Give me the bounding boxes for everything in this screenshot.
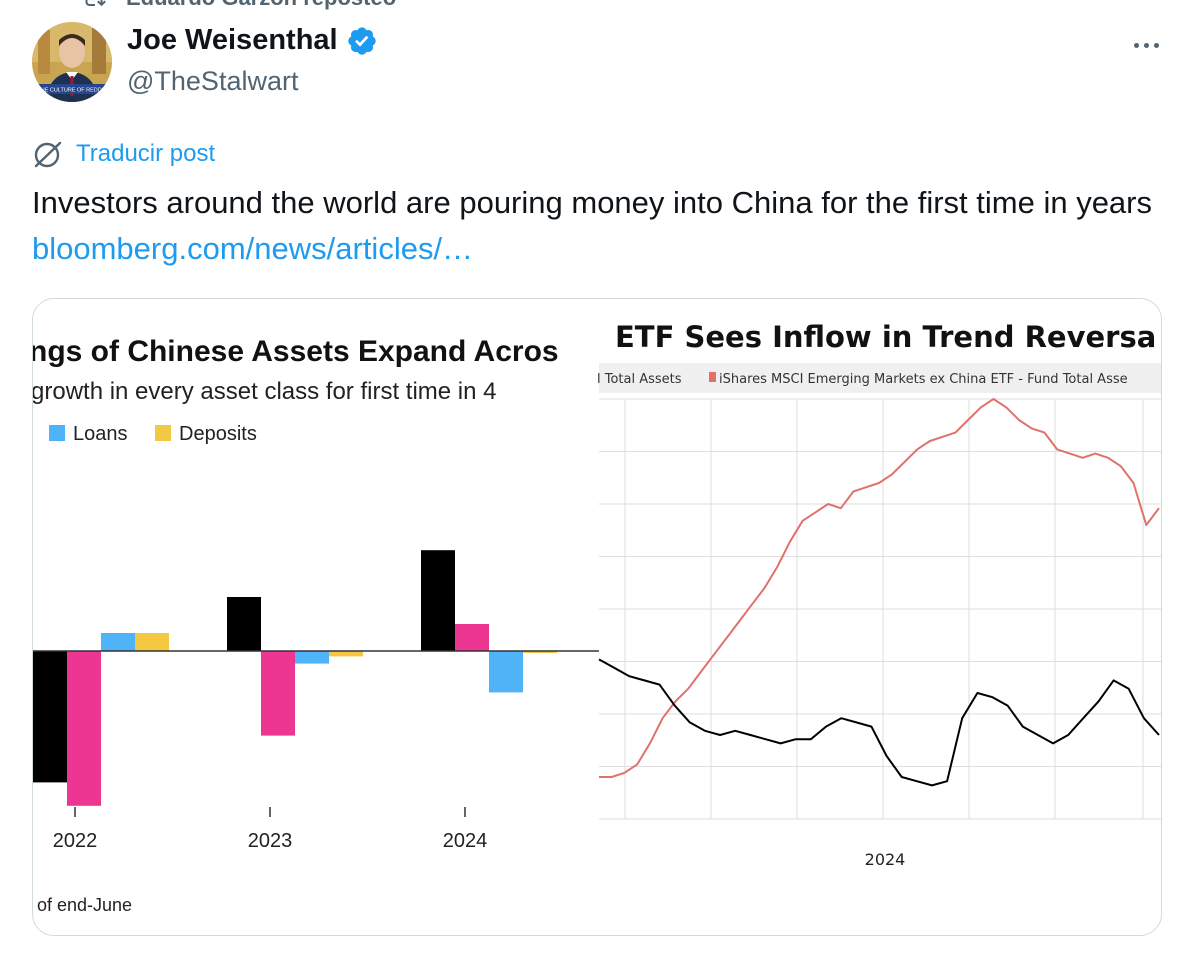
left-chart-title: ngs of Chinese Assets Expand Acros bbox=[33, 335, 559, 368]
series-line-0 bbox=[599, 398, 1160, 778]
post-media[interactable]: ngs of Chinese Assets Expand Acros growt… bbox=[32, 298, 1162, 936]
dot-icon bbox=[1133, 42, 1139, 48]
left-chart: ngs of Chinese Assets Expand Acros growt… bbox=[33, 299, 599, 935]
legend-swatch-loans bbox=[49, 425, 65, 441]
legend-swatch-deposits bbox=[155, 425, 171, 441]
right-legend-left: l Total Assets bbox=[597, 372, 682, 387]
bar-2023-s0 bbox=[227, 597, 261, 651]
article-link[interactable]: bloomberg.com/news/articles/… bbox=[32, 231, 474, 266]
bar-2023-s2 bbox=[295, 651, 329, 664]
more-options-button[interactable] bbox=[1124, 30, 1168, 60]
repost-icon bbox=[85, 0, 106, 7]
legend-label-deposits: Deposits bbox=[179, 423, 257, 445]
bar-2023-s1 bbox=[261, 651, 295, 736]
bar-2024-s1 bbox=[455, 624, 489, 651]
right-chart: ETF Sees Inflow in Trend Reversa l Total… bbox=[597, 299, 1161, 935]
bar-2022-s3 bbox=[135, 633, 169, 651]
translate-post-button[interactable]: Traducir post bbox=[32, 138, 215, 170]
avatar-caption: THE CULTURE OF REDDIT bbox=[37, 88, 107, 94]
legend-label-loans: Loans bbox=[73, 423, 128, 445]
dot-icon bbox=[1153, 42, 1159, 48]
bar-2023-s3 bbox=[329, 651, 363, 657]
right-chart-title: ETF Sees Inflow in Trend Reversa bbox=[615, 320, 1156, 354]
author-name-row[interactable]: Joe Weisenthal bbox=[127, 24, 378, 57]
dot-icon bbox=[1143, 42, 1149, 48]
author-handle[interactable]: @TheStalwart bbox=[127, 66, 299, 96]
left-chart-subtitle: growth in every asset class for first ti… bbox=[33, 378, 497, 405]
translate-label: Traducir post bbox=[76, 140, 216, 167]
verified-badge-icon bbox=[347, 26, 376, 55]
author-name[interactable]: Joe Weisenthal bbox=[127, 24, 338, 56]
x-tick-label-2022: 2022 bbox=[53, 830, 98, 852]
bar-2022-s0 bbox=[33, 651, 67, 783]
x-tick-label-2024: 2024 bbox=[443, 830, 488, 852]
right-legend-swatch bbox=[709, 372, 716, 382]
series-line-1 bbox=[598, 658, 1160, 787]
bar-2024-s2 bbox=[489, 651, 523, 693]
post-body: Investors around the world are pouring m… bbox=[32, 185, 1152, 220]
bar-2024-s3 bbox=[523, 651, 557, 653]
repost-text: Eduardo Garzón reposteó bbox=[126, 0, 396, 11]
translate-icon bbox=[34, 141, 62, 168]
right-legend-band bbox=[599, 363, 1161, 393]
bar-2022-s2 bbox=[101, 633, 135, 651]
left-chart-footnote: of end-June bbox=[37, 895, 132, 915]
media-image[interactable]: ngs of Chinese Assets Expand Acros growt… bbox=[33, 299, 1161, 935]
x-tick-label-2023: 2023 bbox=[248, 830, 293, 852]
post-text: Investors around the world are pouring m… bbox=[32, 180, 1152, 272]
right-x-tick-2024: 2024 bbox=[865, 850, 906, 869]
right-legend-right: iShares MSCI Emerging Markets ex China E… bbox=[719, 372, 1128, 387]
bar-2024-s0 bbox=[421, 550, 455, 651]
repost-header[interactable]: Eduardo Garzón reposteó bbox=[80, 0, 396, 10]
bar-2022-s1 bbox=[67, 651, 101, 806]
avatar[interactable]: THE CULTURE OF REDDIT bbox=[32, 22, 112, 102]
